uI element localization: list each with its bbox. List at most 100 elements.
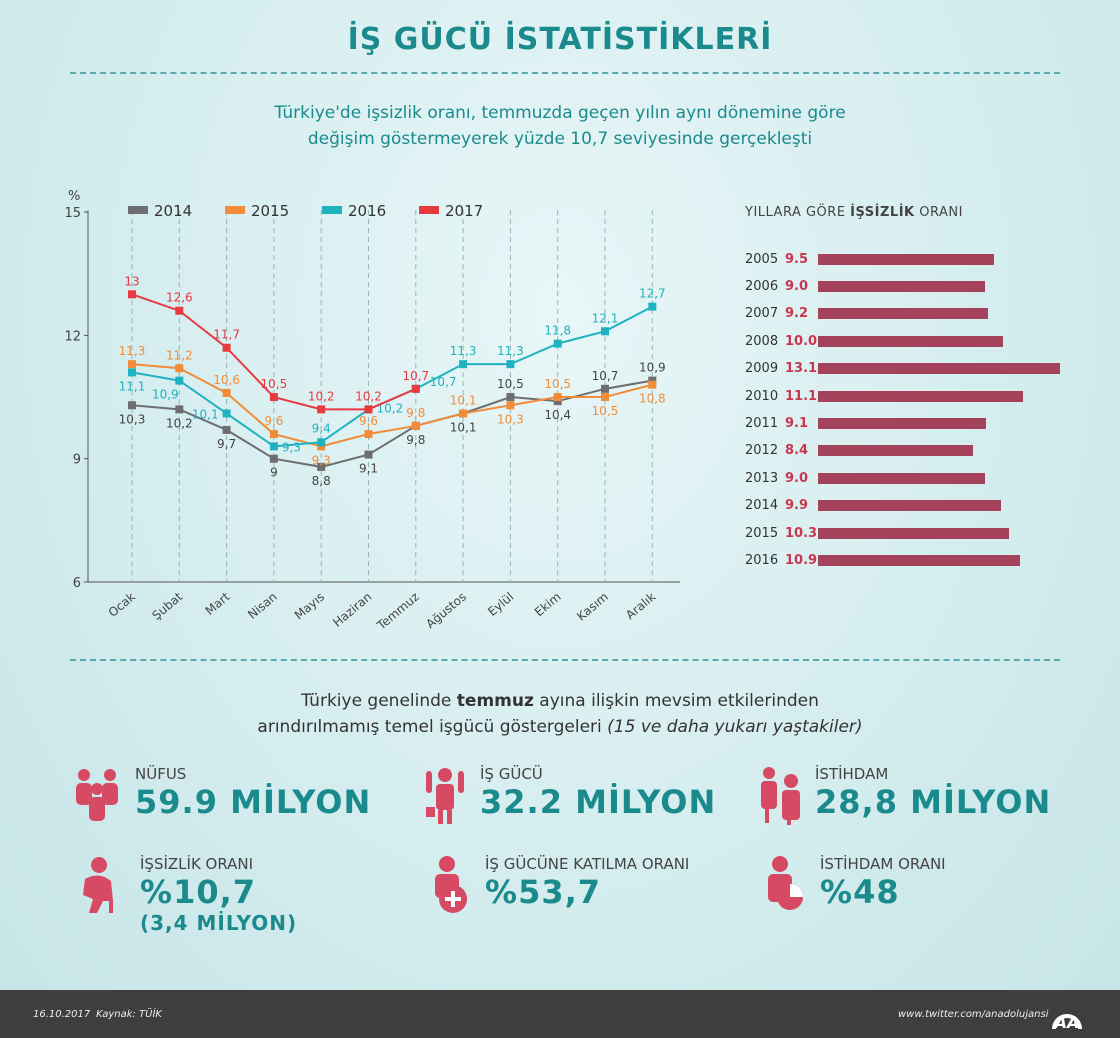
stat-extra: (3,4 MİLYON)	[140, 911, 298, 935]
data-point	[648, 380, 657, 389]
data-label: 9,1	[359, 462, 378, 476]
legend-swatch	[419, 206, 439, 214]
series-line-2015	[131, 363, 653, 448]
legend-label: 2015	[251, 202, 289, 220]
data-point	[222, 388, 231, 397]
data-point	[128, 401, 136, 410]
data-label: 10,4	[544, 408, 571, 422]
x-tick-label: Ağustos	[423, 590, 469, 632]
data-point	[459, 360, 468, 369]
bar-row: 2008 10.0	[745, 331, 1003, 351]
data-label: 11,2	[166, 348, 193, 362]
data-point	[506, 401, 515, 410]
data-label: 9,4	[312, 421, 331, 435]
bar-value-label: 10.9	[785, 552, 818, 568]
divider	[70, 72, 1060, 74]
summary-bold: temmuz	[456, 691, 534, 711]
subtitle-line: değişim göstermeyerek yüzde 10,7 seviyes…	[307, 129, 813, 149]
y-tick-label: 9	[73, 453, 81, 468]
x-tick-label: Şubat	[149, 589, 185, 622]
subtitle-line: Türkiye'de işsizlik oranı, temmuzda geçe…	[274, 103, 846, 123]
bar-value-label: 10.0	[785, 333, 818, 349]
bar	[818, 554, 1020, 566]
bar-row: 2013 9.0	[745, 468, 985, 488]
bar	[818, 335, 1003, 347]
data-point	[269, 454, 278, 463]
x-tick-label: Temmuz	[374, 590, 422, 633]
bar-year: 2013	[745, 470, 779, 486]
stat-value: %53,7	[485, 873, 602, 911]
x-tick-label: Nisan	[245, 590, 280, 622]
data-label: 10,9	[639, 361, 666, 375]
x-tick-label: Ekim	[532, 590, 564, 620]
data-label: 10,5	[592, 404, 619, 418]
subtitle: Türkiye'de işsizlik oranı, temmuzda geçe…	[0, 100, 1120, 152]
y-tick-label: 15	[64, 206, 81, 221]
data-label: 10,5	[544, 377, 571, 391]
stat-value: %48	[820, 873, 900, 911]
data-point	[222, 425, 231, 434]
data-point	[175, 364, 184, 373]
bar-value-label: 9.0	[785, 470, 809, 486]
data-point	[364, 405, 373, 414]
data-point	[553, 393, 562, 402]
data-label: 11,3	[497, 344, 524, 358]
data-label: 11,7	[213, 328, 240, 342]
data-point	[601, 393, 609, 402]
data-point	[648, 302, 657, 311]
x-tick-label: Ocak	[106, 590, 138, 620]
stat-label: İSTİHDAM	[815, 765, 889, 783]
stat-label: İŞ GÜCÜ	[480, 765, 543, 783]
stat-3: İSTİHDAM 28,8 MİLYON	[755, 765, 1051, 825]
bar-value-label: 11.1	[785, 388, 818, 404]
data-label: 9,7	[217, 437, 236, 451]
data-point	[411, 384, 420, 393]
data-point	[317, 405, 326, 414]
data-point	[175, 405, 184, 414]
data-label: 10,2	[355, 389, 382, 403]
data-label: 11,3	[450, 344, 477, 358]
data-label: 12,6	[166, 291, 193, 305]
bar-value-label: 9.9	[785, 498, 809, 514]
bar-year: 2015	[745, 525, 779, 541]
bar-row: 2007 9.2	[745, 304, 989, 324]
data-point	[128, 368, 136, 377]
legend-label: 2014	[154, 202, 192, 220]
bar-year: 2016	[745, 552, 779, 568]
data-point	[175, 376, 184, 385]
stat-label: İŞSİZLİK ORANI	[140, 855, 254, 873]
bar	[818, 445, 974, 457]
data-label: 10,8	[639, 392, 666, 406]
x-tick-label: Eylül	[485, 590, 516, 619]
bar	[818, 308, 989, 320]
footer-date: 16.10.2017	[33, 1009, 91, 1020]
data-point	[459, 409, 468, 418]
x-tick-label: Kasım	[574, 590, 611, 624]
bar-row: 2006 9.0	[745, 276, 985, 296]
data-label: 10,5	[261, 377, 288, 391]
line-chart: % 6 9 12 15 Ocak Şubat Mart Nisan Mayıs Haziran Tem…	[64, 189, 680, 633]
data-label: 10,2	[308, 389, 335, 403]
data-label: 9,8	[406, 433, 425, 447]
bar-value-label: 9.2	[785, 306, 809, 322]
legend-label: 2016	[348, 202, 386, 220]
bar-value-label: 9.5	[785, 251, 809, 267]
data-label: 9,3	[282, 440, 301, 454]
data-point	[128, 360, 136, 369]
stat-4: İŞSİZLİK ORANI %10,7 (3,4 MİLYON)	[75, 855, 297, 935]
divider	[70, 659, 1060, 661]
data-label: 9,6	[264, 414, 283, 428]
stat-value: %10,7	[140, 873, 257, 911]
title-part: ORANI	[914, 205, 963, 220]
bar-value-label: 13.1	[785, 361, 818, 377]
footer-url[interactable]: www.twitter.com/anadolujansi	[898, 1009, 1049, 1020]
x-tick-label: Mayıs	[292, 590, 327, 623]
data-label: 9,8	[406, 406, 425, 420]
stat-value: 32.2 MİLYON	[480, 783, 717, 821]
bar-row: 2010 11.1	[745, 386, 1024, 406]
data-label: 11,8	[544, 324, 571, 338]
data-point	[317, 442, 326, 451]
bar-year: 2014	[745, 498, 779, 514]
bar	[818, 363, 1061, 375]
data-label: 10,1	[450, 393, 477, 407]
